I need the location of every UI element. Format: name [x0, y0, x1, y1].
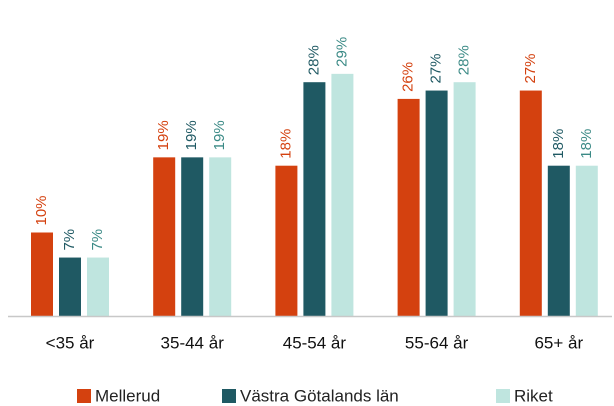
value-label: 28%	[305, 45, 322, 75]
value-label: 19%	[211, 120, 228, 150]
value-label: 18%	[277, 129, 294, 159]
bar	[519, 90, 542, 316]
value-label: 10%	[33, 195, 50, 225]
value-label: 29%	[333, 37, 350, 67]
bar	[303, 82, 326, 316]
bar	[453, 82, 476, 316]
legend-label: Mellerud	[95, 386, 160, 405]
bar	[275, 165, 298, 316]
bar	[425, 90, 448, 316]
bar	[153, 157, 176, 316]
value-label: 7%	[89, 229, 106, 251]
bar	[575, 165, 598, 316]
legend-swatch	[222, 389, 236, 403]
value-label: 26%	[400, 62, 417, 92]
value-label: 18%	[578, 129, 595, 159]
x-tick-label: 65+ år	[534, 333, 583, 352]
bar	[87, 257, 109, 316]
bar	[397, 98, 420, 317]
x-tick-label: 55-64 år	[405, 333, 469, 352]
bar	[547, 165, 570, 316]
bar	[209, 157, 232, 316]
bar	[31, 232, 53, 316]
value-label: 18%	[550, 129, 567, 159]
legend-swatch	[496, 389, 510, 403]
legend-label: Riket	[514, 386, 553, 405]
legend-label: Västra Götalands län	[240, 386, 399, 405]
x-tick-label: <35 år	[46, 333, 95, 352]
value-label: 7%	[61, 229, 78, 251]
value-label: 19%	[183, 120, 200, 150]
value-label: 28%	[456, 45, 473, 75]
x-tick-label: 35-44 år	[161, 333, 225, 352]
value-label: 27%	[522, 54, 539, 84]
bar	[59, 257, 81, 316]
bar	[181, 157, 204, 316]
value-label: 27%	[428, 54, 445, 84]
value-label: 19%	[155, 120, 172, 150]
bar	[331, 73, 354, 316]
x-tick-label: 45-54 år	[283, 333, 347, 352]
legend-swatch	[77, 389, 91, 403]
